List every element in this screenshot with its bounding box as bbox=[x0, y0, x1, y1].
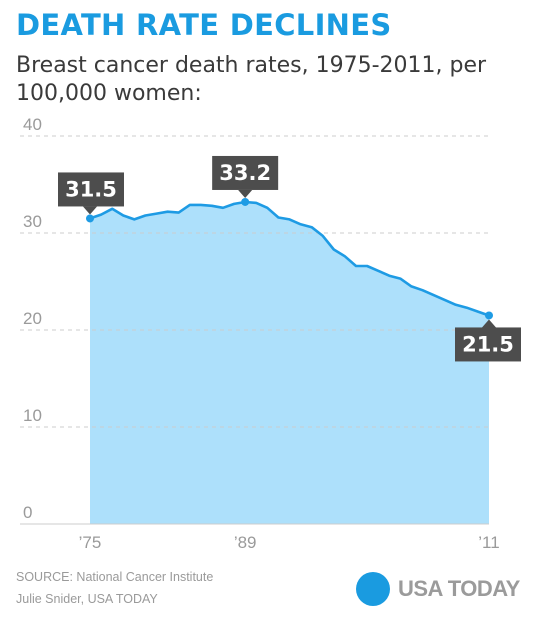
series-line bbox=[88, 200, 491, 317]
callout-box-1975 bbox=[58, 172, 124, 207]
x-tick-label-1989: ’89 bbox=[234, 533, 257, 552]
callout-label-2011: 21.5 bbox=[462, 332, 514, 356]
usa-today-dot-icon bbox=[356, 572, 390, 606]
usa-today-logo: USA TODAY bbox=[356, 572, 520, 606]
source-line: SOURCE: National Cancer Institute bbox=[16, 570, 214, 584]
callout-pointer-1989 bbox=[238, 189, 253, 198]
x-tick-label-2011: ’11 bbox=[478, 533, 499, 552]
area-fill bbox=[90, 202, 489, 524]
chart-subtitle: Breast cancer death rates, 1975-2011, pe… bbox=[16, 53, 487, 106]
data-point-2011 bbox=[485, 311, 493, 320]
callout-pointer-2011 bbox=[482, 319, 496, 328]
death-rate-area-chart: 0 10 20 30 40 ’75 ’89 ’11 31.5 33.2 21.5 bbox=[20, 115, 521, 552]
y-tick-label-30: 30 bbox=[23, 212, 42, 231]
y-tick-label-20: 20 bbox=[23, 309, 42, 328]
callout-label-1989: 33.2 bbox=[219, 161, 271, 185]
callout-box-2011 bbox=[455, 327, 521, 362]
callout-label-1975: 31.5 bbox=[65, 177, 117, 201]
data-point-1989 bbox=[241, 197, 250, 206]
callout-pointer-1975 bbox=[83, 206, 97, 215]
y-tick-label-40: 40 bbox=[23, 115, 42, 134]
y-tick-label-0: 0 bbox=[23, 503, 32, 522]
usa-today-wordmark: USA TODAY bbox=[398, 576, 520, 601]
callout-box-1989 bbox=[212, 155, 279, 190]
chart-title: DEATH RATE DECLINES bbox=[16, 8, 392, 42]
credit-line: Julie Snider, USA TODAY bbox=[16, 592, 158, 606]
source-block: SOURCE: National Cancer Institute Julie … bbox=[16, 566, 213, 610]
data-point-1975 bbox=[86, 214, 94, 223]
y-tick-label-10: 10 bbox=[23, 406, 42, 425]
x-tick-label-1975: ’75 bbox=[79, 533, 102, 552]
